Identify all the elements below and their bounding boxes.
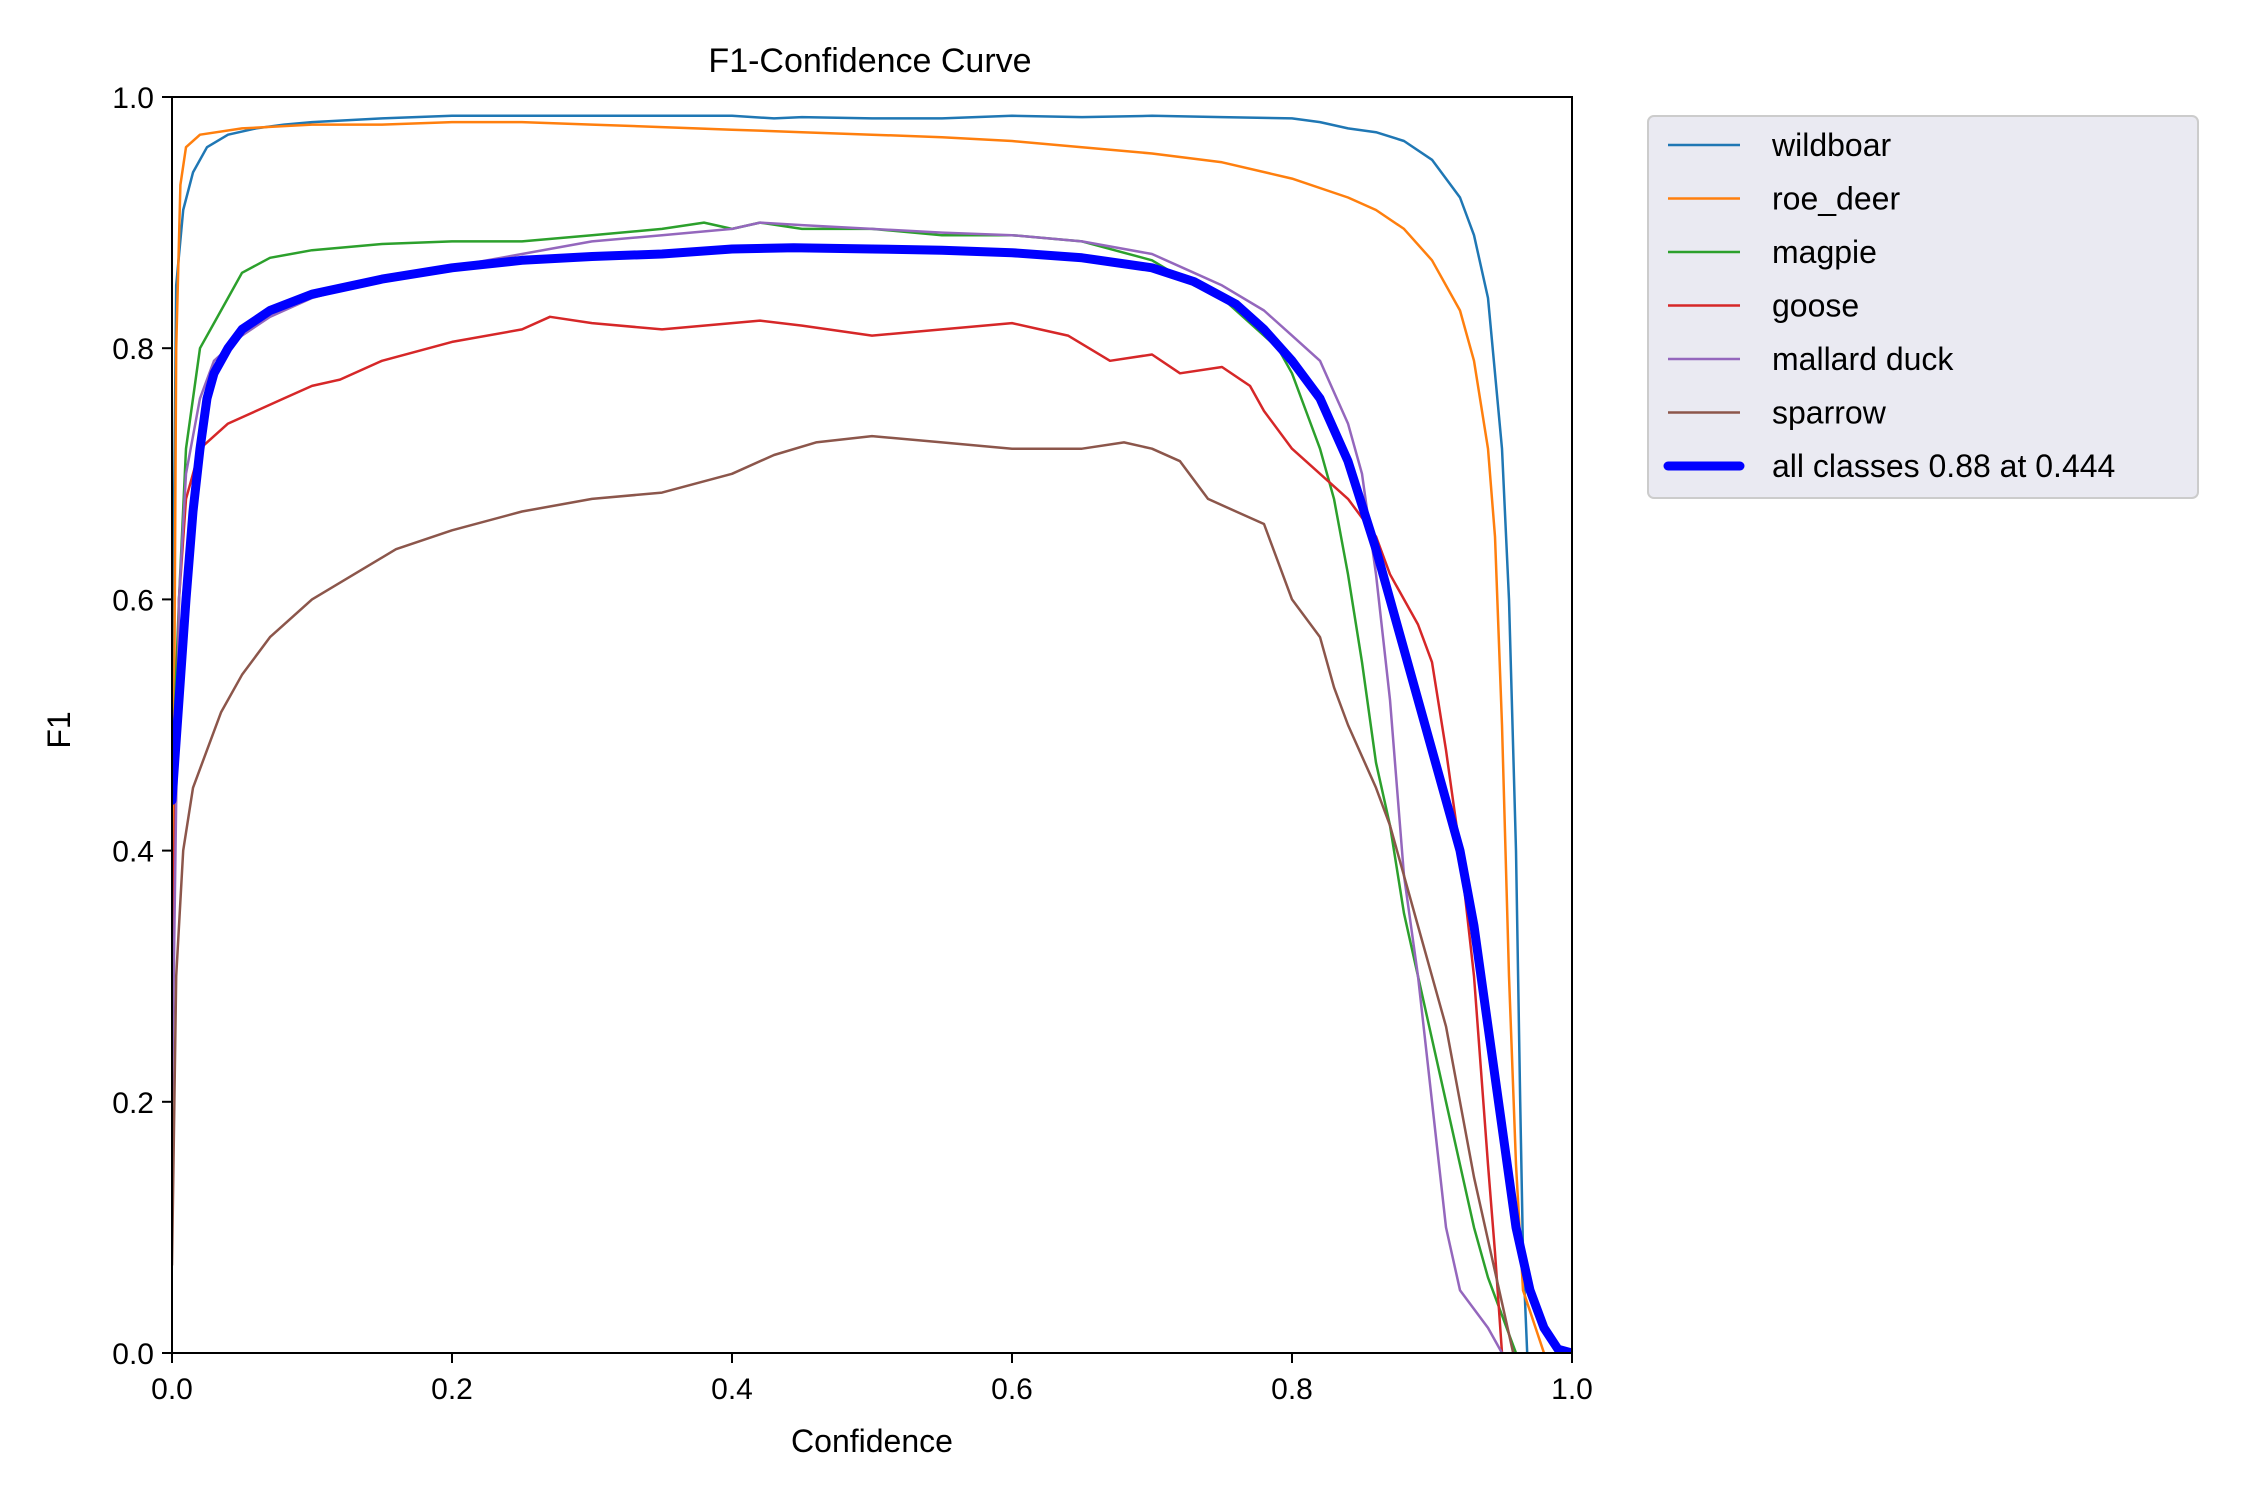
y-tick-label: 0.8 [112, 333, 154, 366]
chart-title: F1-Confidence Curve [708, 42, 1031, 80]
series-line-roe-deer [172, 120, 1546, 1353]
y-tick-label: 0.0 [112, 1338, 154, 1371]
x-tick-label: 0.2 [431, 1373, 473, 1406]
x-tick-label: 0.6 [991, 1373, 1033, 1406]
legend-label: all classes 0.88 at 0.444 [1772, 448, 2115, 484]
plot-frame [171, 96, 1573, 1354]
y-tick-label: 0.2 [112, 1087, 154, 1120]
y-tick-label: 0.6 [112, 584, 154, 617]
legend-label: goose [1772, 288, 1859, 324]
legend-label: roe_deer [1772, 181, 1900, 217]
y-axis-label: F1 [41, 711, 77, 748]
x-axis: 0.0 0.2 0.4 0.6 0.8 1.0 [151, 1353, 1593, 1406]
x-tick-label: 1.0 [1551, 1373, 1593, 1406]
legend-label: magpie [1772, 234, 1877, 270]
series-layer [172, 114, 1572, 1353]
x-tick-label: 0.0 [151, 1373, 193, 1406]
x-tick-label: 0.8 [1271, 1373, 1313, 1406]
series-line-mallard [172, 221, 1504, 1353]
x-axis-label: Confidence [791, 1423, 953, 1459]
y-axis: 0.0 0.2 0.4 0.6 0.8 1.0 [112, 82, 172, 1371]
y-tick-label: 0.4 [112, 836, 154, 869]
legend-label: wildboar [1771, 127, 1892, 163]
x-tick-label: 0.4 [711, 1373, 753, 1406]
legend-label: sparrow [1772, 395, 1887, 431]
series-line-sparrow [172, 434, 1515, 1353]
series-line-goose [172, 315, 1504, 1353]
y-tick-label: 1.0 [112, 82, 154, 115]
legend-label: mallard duck [1772, 341, 1954, 377]
series-line-all [172, 243, 1572, 1353]
legend-box [1647, 115, 2199, 499]
